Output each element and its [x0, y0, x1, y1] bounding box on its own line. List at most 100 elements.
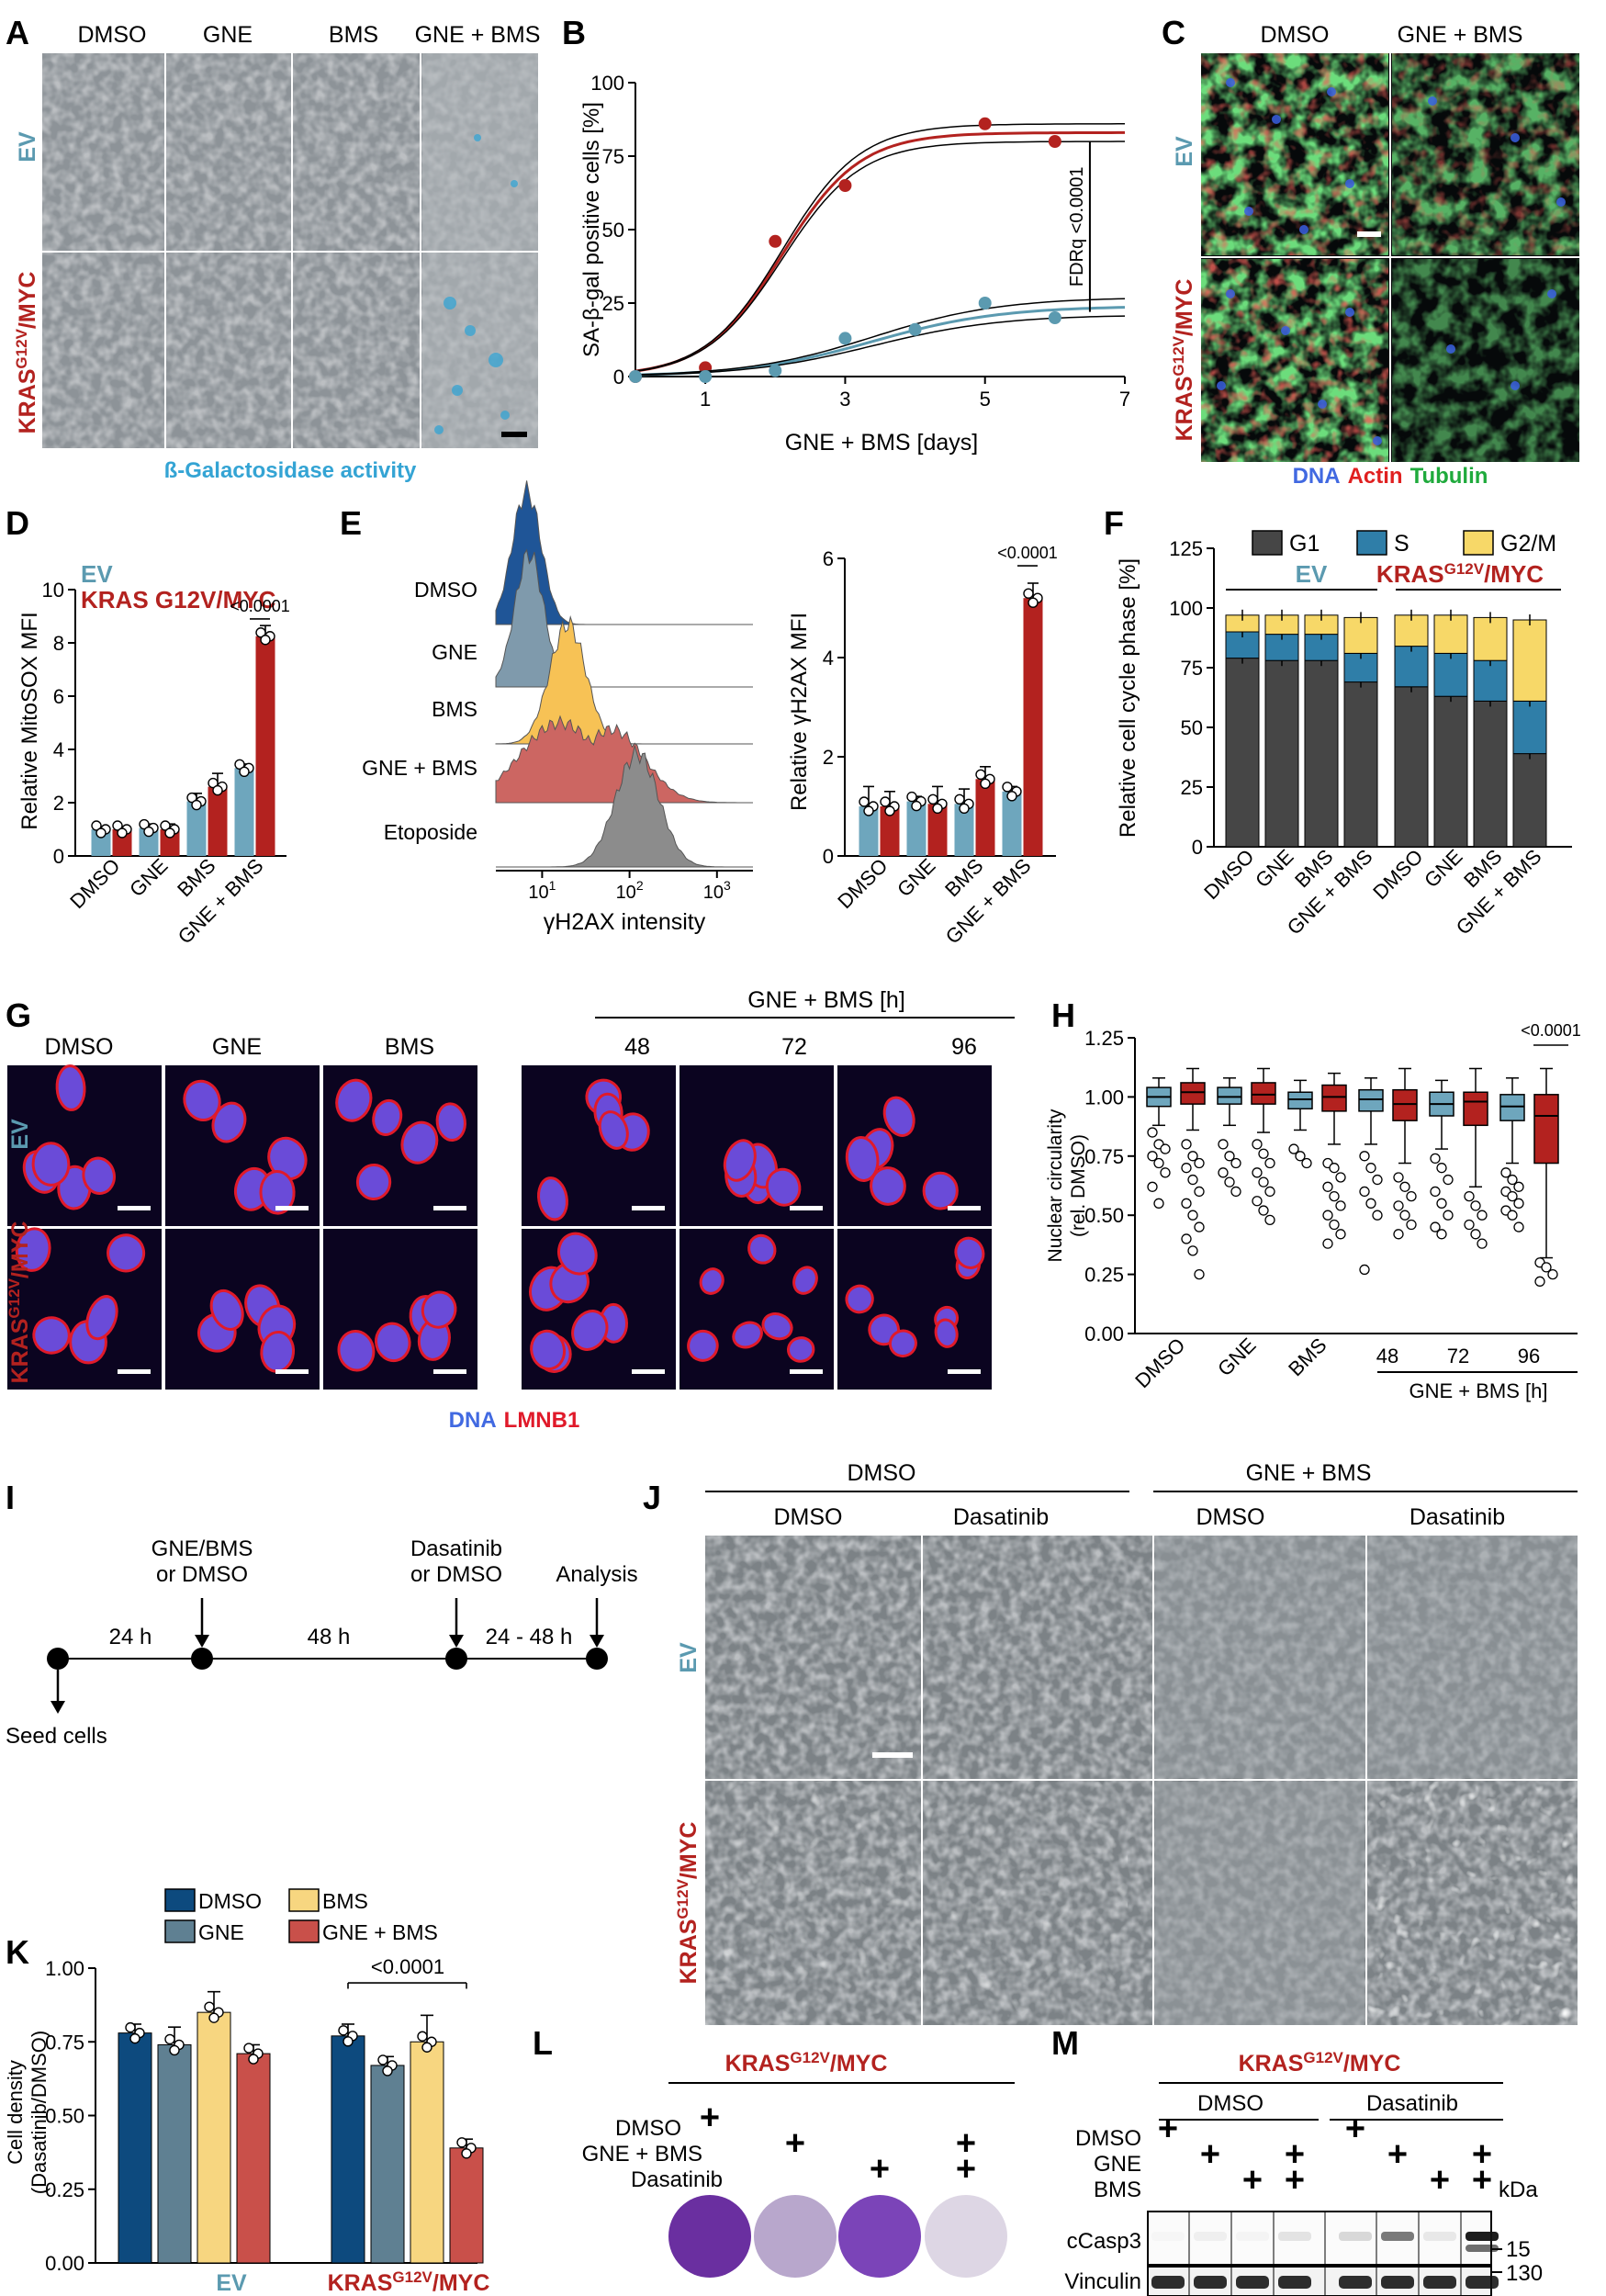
e-replicate-point: [980, 778, 991, 789]
g-nucleus: [355, 1164, 392, 1201]
m-band-vinculin: [1151, 2276, 1185, 2289]
h-outlier: [1470, 1200, 1481, 1211]
i-t1: 24 h: [109, 1625, 152, 1649]
k-replicate-point: [338, 2025, 349, 2036]
e-histogram-3: [495, 715, 753, 804]
g-nucleus: [32, 1316, 71, 1355]
e-x-tick-label: GNE: [893, 854, 939, 901]
k-legend-label: GNE + BMS: [322, 1920, 438, 1944]
m-band-ccasp3: [1194, 2232, 1227, 2241]
e-bar-ev: [954, 804, 974, 856]
m-plus-sign: +: [1472, 2161, 1492, 2200]
g-nucleus: [699, 1267, 724, 1295]
e-bar-kras: [1023, 598, 1043, 856]
h-outlier: [1329, 1219, 1340, 1231]
c-scale-bar: [1357, 231, 1381, 237]
f-bar-segment-G2/M: [1512, 619, 1547, 702]
h-outlier: [1436, 1229, 1447, 1240]
d-y-tick-label: 0: [53, 845, 64, 868]
h-outlier: [1288, 1143, 1299, 1154]
e-y-label: Relative γH2AX MFI: [787, 613, 812, 811]
g-col-bms: BMS: [385, 1034, 434, 1060]
e-replicate-point: [863, 805, 874, 816]
panel-a: A DMSO GNE BMS GNE + BMS EV KRASG12V/MYC…: [6, 14, 540, 483]
j-col-3: DMSO: [1196, 1504, 1265, 1530]
e-y-tick-label: 4: [823, 647, 834, 670]
e-histogram-1: [495, 548, 753, 688]
k-replicate-point: [204, 2001, 215, 2012]
j-scale-bar: [872, 1752, 913, 1758]
e-x-tick-label: GNE + BMS: [941, 854, 1036, 949]
k-replicate-point: [129, 2032, 140, 2044]
k-y-tick-label: 1.00: [45, 1957, 84, 1980]
c-row-ev: EV: [1172, 136, 1197, 167]
j-row-ev: EV: [676, 1642, 702, 1673]
m-band-ccasp3: [1466, 2232, 1499, 2241]
i-seed: Seed cells: [6, 1724, 107, 1749]
d-y-tick-label: 4: [53, 738, 64, 761]
g-scale-bar: [632, 1206, 665, 1210]
i-step2b: or DMSO: [410, 1562, 502, 1587]
h-outlier: [1181, 1139, 1192, 1150]
g-col-96: 96: [951, 1034, 977, 1060]
h-box-kras: [1392, 1088, 1418, 1121]
d-replicate-point: [186, 792, 197, 804]
d-bar-kras: [112, 829, 132, 856]
d-bar-kras: [160, 829, 180, 856]
m-band-ccasp3: [1278, 2232, 1311, 2241]
h-outlier: [1160, 1143, 1171, 1154]
panel-l: L KRASG12V/MYC DMSO GNE + BMS Dasatinib …: [533, 2024, 1015, 2278]
k-bar-2: [197, 2011, 231, 2264]
f-bar-segment-G1: [1304, 659, 1339, 848]
b-fit-curve-ev: [635, 315, 1126, 377]
k-replicate-point: [456, 2137, 467, 2148]
k-legend-swatch: [164, 1888, 196, 1912]
k-replicate-point: [377, 2054, 388, 2065]
h-outlier: [1301, 1157, 1312, 1169]
g-nucleus: [82, 1156, 116, 1195]
h-outlier: [1194, 1186, 1205, 1198]
k-bar-1: [157, 2043, 192, 2264]
h-outlier: [1477, 1238, 1488, 1249]
g-nucleus: [870, 1166, 906, 1206]
h-outlier: [1181, 1163, 1192, 1174]
k-bar-0: [118, 2032, 152, 2264]
h-outlier: [1329, 1163, 1340, 1174]
a-micrographs: [42, 53, 538, 448]
e-replicate-point: [932, 803, 943, 814]
m-plus-sign: +: [1285, 2135, 1305, 2174]
f-bar-segment-S: [1473, 659, 1508, 702]
f-bar-segment-S: [1394, 646, 1429, 688]
panel-m: M KRASG12V/MYC DMSO Dasatinib DMSO GNE B…: [1051, 2024, 1543, 2296]
m-group-dmso: DMSO: [1197, 2091, 1263, 2116]
f-bar-segment-G2/M: [1473, 616, 1508, 661]
h-outlier: [1335, 1229, 1346, 1240]
h-y-tick-label: 0.25: [1084, 1264, 1124, 1287]
d-bar-ev: [139, 827, 159, 856]
j-group-dmso: DMSO: [848, 1460, 916, 1486]
d-replicate-point: [191, 799, 202, 811]
g-nucleus: [845, 1135, 880, 1182]
chart-h: 0.00 0.25 0.50 0.75 1.00 1.25 Nuclear circular…: [1045, 1021, 1581, 1402]
f-y-tick-label: 100: [1169, 597, 1203, 620]
m-row-dmso: DMSO: [1075, 2126, 1141, 2151]
l-crystal-violet-wells: [668, 2195, 1007, 2278]
j-col-2: Dasatinib: [953, 1504, 1049, 1530]
h-box-kras: [1180, 1082, 1206, 1105]
h-outlier: [1224, 1176, 1235, 1187]
f-bar-segment-G1: [1433, 695, 1468, 848]
e-replicate-point: [859, 796, 870, 807]
h-outlier: [1335, 1200, 1346, 1211]
b-y-tick-label: 25: [602, 292, 624, 315]
m-bands: [1151, 2212, 1499, 2296]
e-bar-ev: [859, 806, 879, 856]
a-caption: ß-Galactosidase activity: [164, 458, 417, 483]
g-nucleus: [571, 1310, 609, 1351]
e-bar-kras: [975, 779, 995, 856]
d-y-tick-label: 6: [53, 685, 64, 708]
f-legend-swatch: [1356, 530, 1387, 556]
f-x-tick-label: GNE: [1251, 845, 1297, 892]
h-x-tick-label: BMS: [1284, 1334, 1331, 1380]
